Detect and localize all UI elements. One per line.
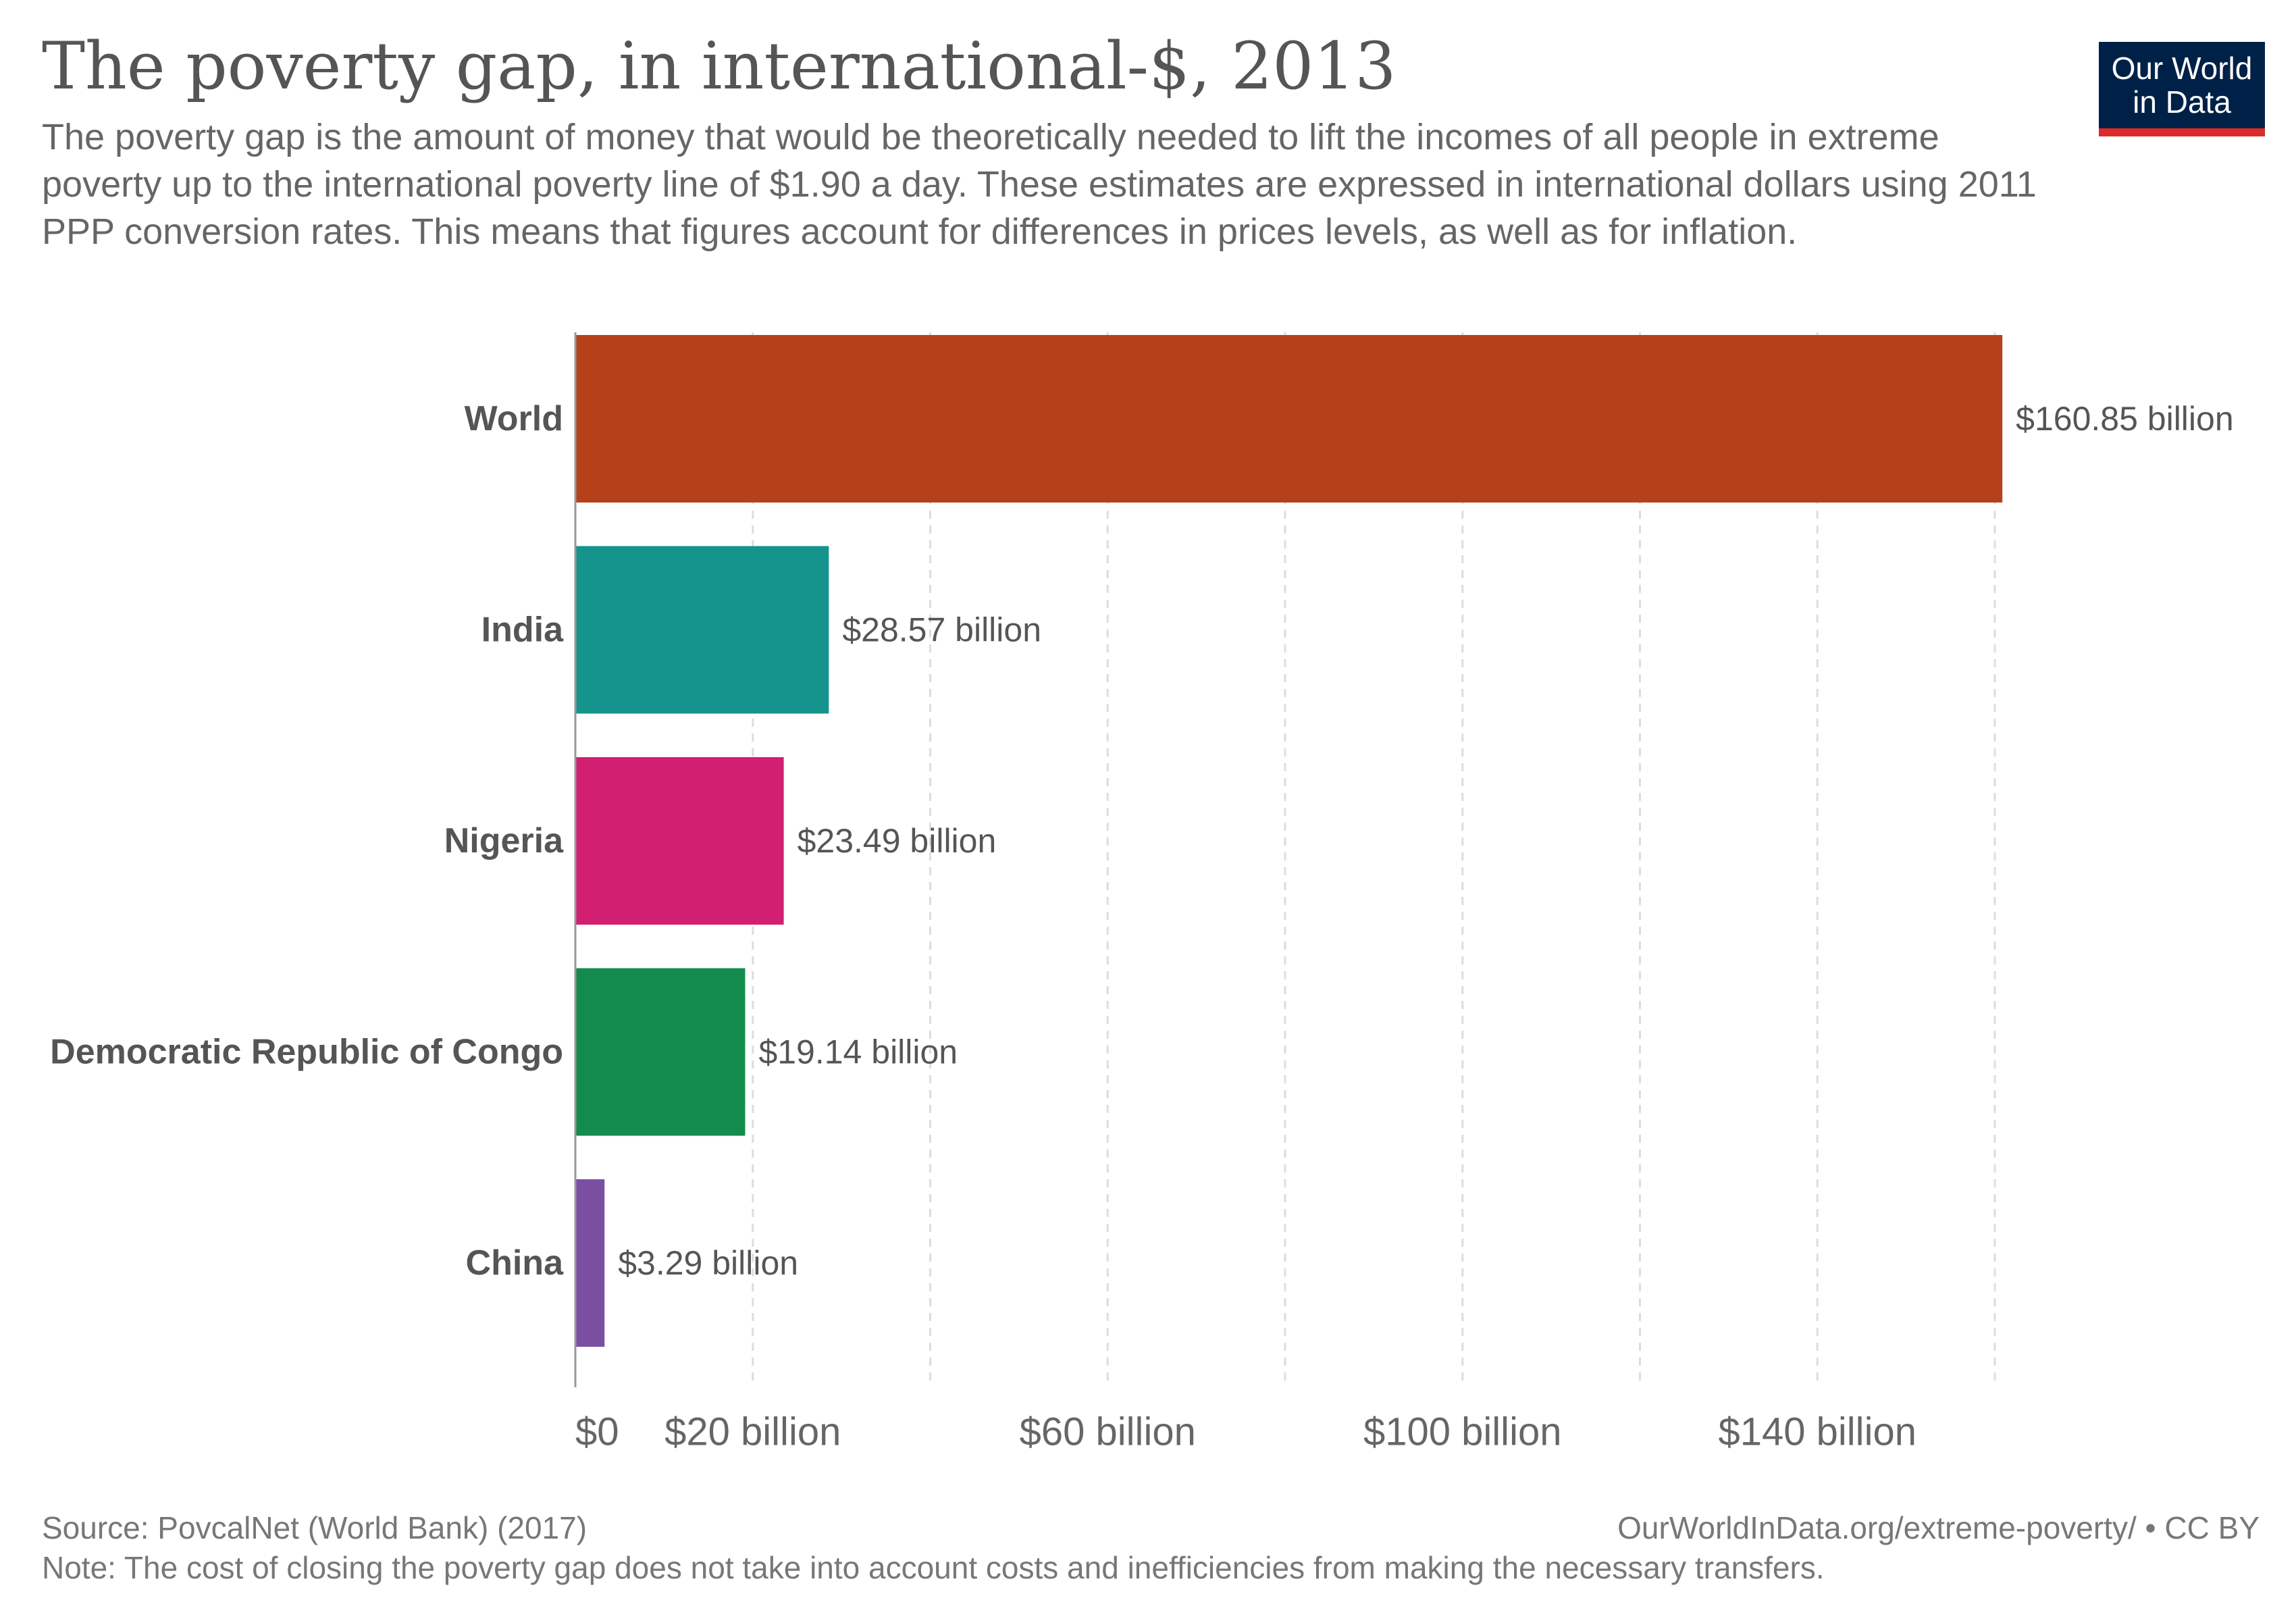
category-label-2: Nigeria <box>444 821 564 860</box>
source-note: Source: PovcalNet (World Bank) (2017) <box>42 1510 588 1545</box>
value-label-3: $19.14 billion <box>758 1033 958 1071</box>
x-tick-label-4: $140 billion <box>1719 1410 1916 1454</box>
bar-0[interactable] <box>575 335 2003 503</box>
x-tick-label-0: $0 <box>575 1410 619 1454</box>
chart-title: The poverty gap, in international-$, 201… <box>42 28 1397 104</box>
x-tick-label-1: $20 billion <box>664 1410 841 1454</box>
bar-3[interactable] <box>575 968 746 1136</box>
value-label-0: $160.85 billion <box>2016 400 2234 438</box>
x-tick-label-2: $60 billion <box>1020 1410 1196 1454</box>
bar-2[interactable] <box>575 757 784 925</box>
footnote: Note: The cost of closing the poverty ga… <box>42 1550 1825 1585</box>
value-label-2: $23.49 billion <box>798 822 997 860</box>
category-label-3: Democratic Republic of Congo <box>50 1033 563 1072</box>
owid-logo[interactable]: Our World in Data <box>2099 42 2265 136</box>
bar-1[interactable] <box>575 546 829 714</box>
value-label-4: $3.29 billion <box>618 1244 798 1282</box>
source-link[interactable]: OurWorldInData.org/extreme-poverty/ • CC… <box>1617 1510 2260 1545</box>
category-label-0: World <box>465 399 563 438</box>
x-axis-ticks: $0 $20 billion $60 billion $100 billion $140… <box>575 1410 1916 1454</box>
value-label-1: $28.57 billion <box>842 611 1041 649</box>
bar-chart: World $160.85 billion India $28.57 billion N… <box>50 332 2234 1454</box>
logo-line-2: in Data <box>2133 84 2231 120</box>
category-label-1: India <box>481 611 564 650</box>
chart-subtitle: The poverty gap is the amount of money t… <box>42 117 2037 252</box>
category-label-4: China <box>466 1243 565 1283</box>
bars: World $160.85 billion India $28.57 billion N… <box>50 335 2234 1347</box>
logo-line-1: Our World <box>2111 51 2253 86</box>
x-tick-label-3: $100 billion <box>1363 1410 1561 1454</box>
bar-4[interactable] <box>575 1179 605 1347</box>
